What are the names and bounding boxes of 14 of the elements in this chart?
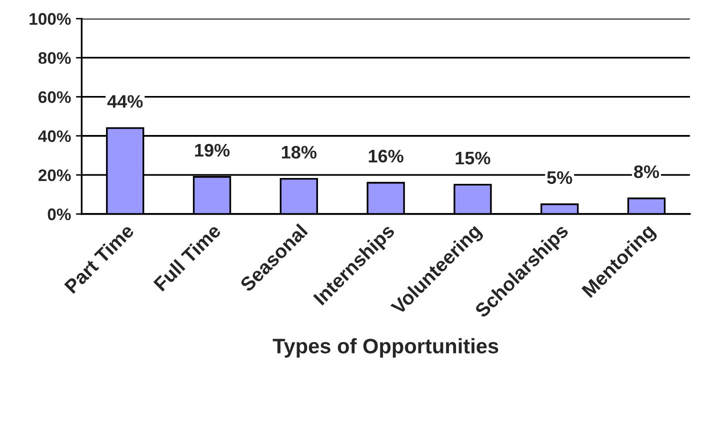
data-label: 19% <box>195 144 230 157</box>
data-label: 15% <box>456 152 490 164</box>
data-label: 44% <box>107 95 143 108</box>
y-tick-label: 40% <box>38 130 71 142</box>
y-tick-label: 20% <box>38 169 71 182</box>
y-tick-label: 100% <box>30 13 71 25</box>
x-axis-title: Types of Opportunities <box>272 338 498 358</box>
y-tick-label: 0% <box>48 208 71 220</box>
data-label: 18% <box>282 146 316 159</box>
y-tick-label: 60% <box>38 91 71 104</box>
data-label: 8% <box>634 165 660 178</box>
y-tick-label: 80% <box>38 52 71 64</box>
data-label: 5% <box>547 171 572 184</box>
data-label: 16% <box>368 150 404 163</box>
